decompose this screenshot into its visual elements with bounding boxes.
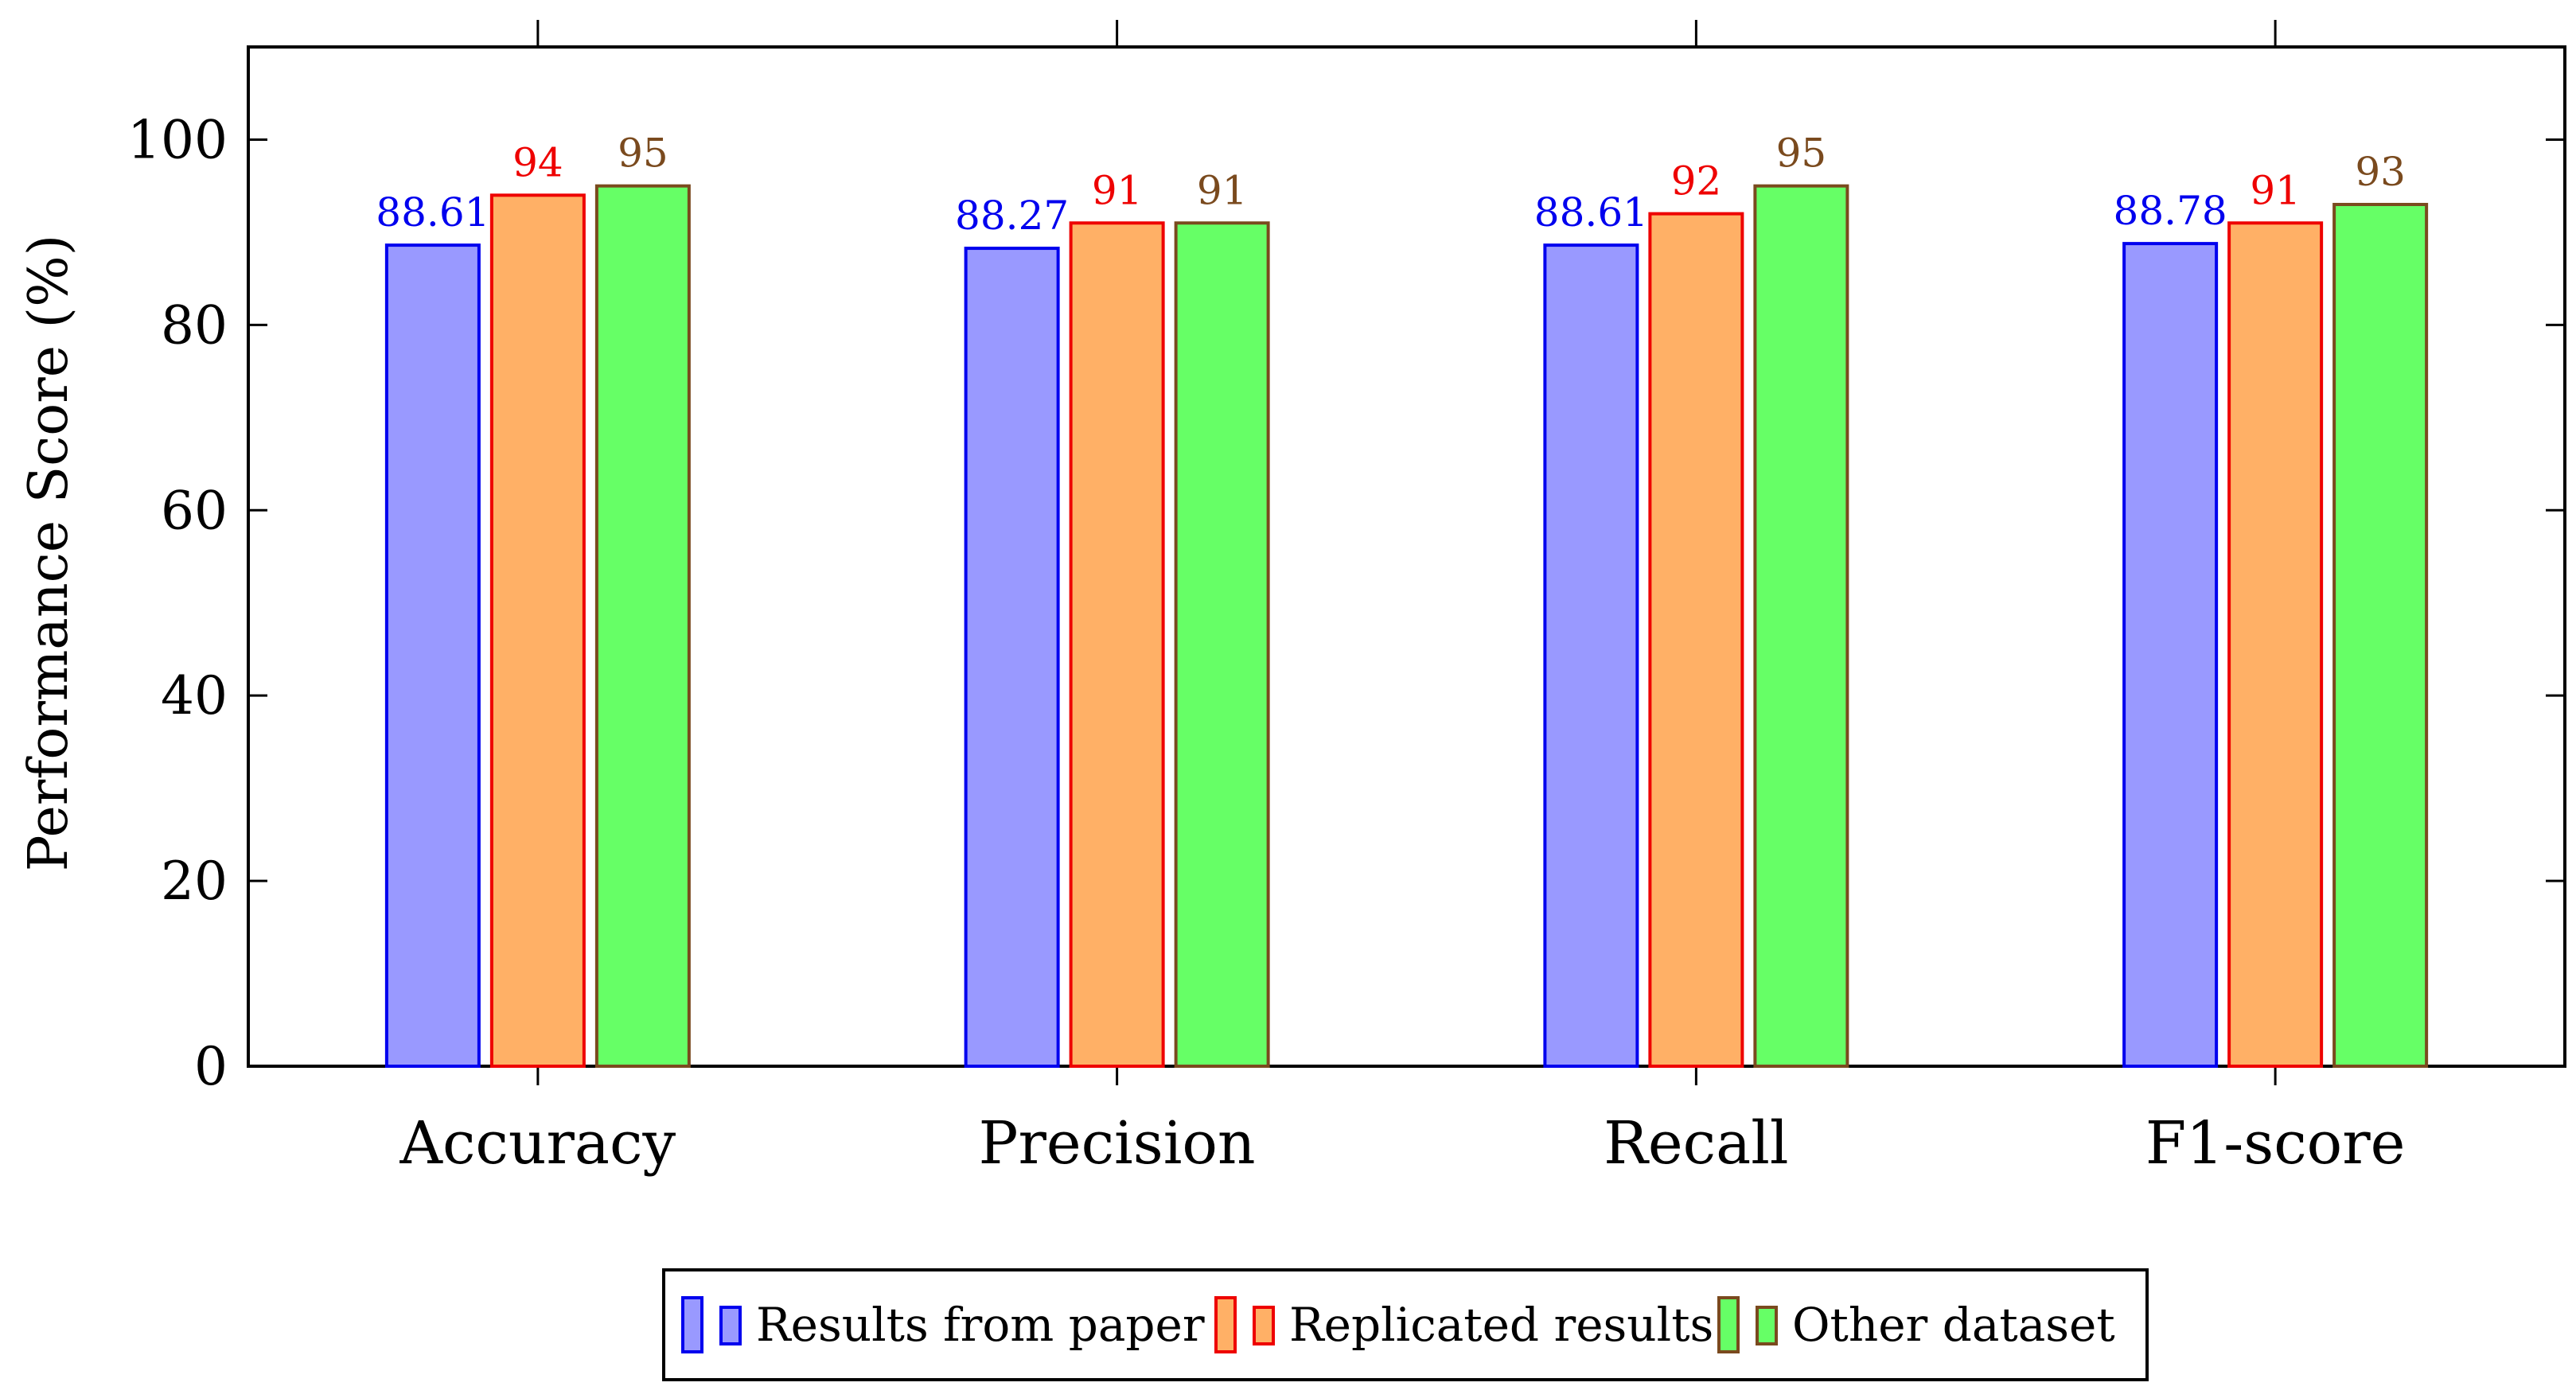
- y-tick-label: 60: [161, 480, 228, 541]
- bar: [1069, 221, 1165, 1068]
- bar: [1648, 212, 1744, 1069]
- x-tick-label: Accuracy: [399, 1109, 676, 1178]
- y-axis-title: Performance Score (%): [18, 235, 80, 871]
- data-label: 94: [512, 139, 563, 185]
- data-label: 88.61: [1534, 189, 1648, 236]
- plot-area: [247, 45, 2566, 1068]
- legend-swatch: [1253, 1306, 1275, 1345]
- data-label: 91: [1197, 167, 1248, 213]
- x-tick-label: Recall: [1604, 1109, 1788, 1178]
- legend-label: Results from paper: [756, 1298, 1205, 1352]
- bar: [1753, 184, 1849, 1069]
- data-label: 88.61: [376, 189, 489, 236]
- legend-swatch: [681, 1296, 703, 1353]
- bar: [1174, 221, 1270, 1068]
- bar: [964, 247, 1060, 1068]
- data-label: 92: [1671, 158, 1722, 204]
- data-label: 91: [2250, 167, 2301, 213]
- data-label: 88.27: [955, 193, 1069, 239]
- legend-swatch: [719, 1306, 742, 1345]
- x-tick-label: F1-score: [2145, 1109, 2406, 1178]
- legend-swatch: [1717, 1296, 1740, 1353]
- bar: [594, 184, 691, 1069]
- y-tick-label: 100: [127, 109, 228, 170]
- legend-entry: Replicated results: [1214, 1296, 1713, 1353]
- data-label: 93: [2355, 149, 2406, 195]
- data-label: 95: [618, 130, 668, 177]
- bar: [2122, 242, 2219, 1068]
- y-tick-label: 20: [161, 851, 228, 912]
- legend-swatch: [1214, 1296, 1237, 1353]
- bar: [1543, 243, 1639, 1068]
- x-axis: Accuracy Precision Recall F1-score: [399, 20, 2406, 1178]
- legend-box: [662, 1268, 2149, 1381]
- bar: [384, 243, 481, 1068]
- data-label: 91: [1092, 167, 1143, 213]
- bar: [489, 193, 586, 1068]
- bar: [2332, 202, 2429, 1068]
- legend-entry: Results from paper: [681, 1296, 1205, 1353]
- data-labels: 88.61 94 95 88.27 91 91 88.61 92 95 88.78 91 93: [376, 130, 2406, 239]
- plot-frame: [247, 45, 2566, 1068]
- data-label: 88.78: [2114, 188, 2227, 234]
- x-tick-label: Precision: [979, 1109, 1256, 1178]
- y-axis: 0 20 40 60 80 100: [127, 109, 2565, 1097]
- y-tick-label: 40: [161, 665, 228, 726]
- legend-label: Replicated results: [1289, 1298, 1713, 1352]
- legend-swatch: [1756, 1306, 1778, 1345]
- y-tick-label: 80: [161, 294, 228, 356]
- y-tick-label: 0: [194, 1036, 228, 1097]
- bar: [2227, 221, 2324, 1068]
- data-label: 95: [1776, 130, 1827, 177]
- legend-entry: Other dataset: [1717, 1296, 2115, 1353]
- bars: [384, 184, 2429, 1069]
- legend: Results from paper Replicated results Othe…: [662, 1268, 2149, 1381]
- legend-label: Other dataset: [1792, 1298, 2115, 1352]
